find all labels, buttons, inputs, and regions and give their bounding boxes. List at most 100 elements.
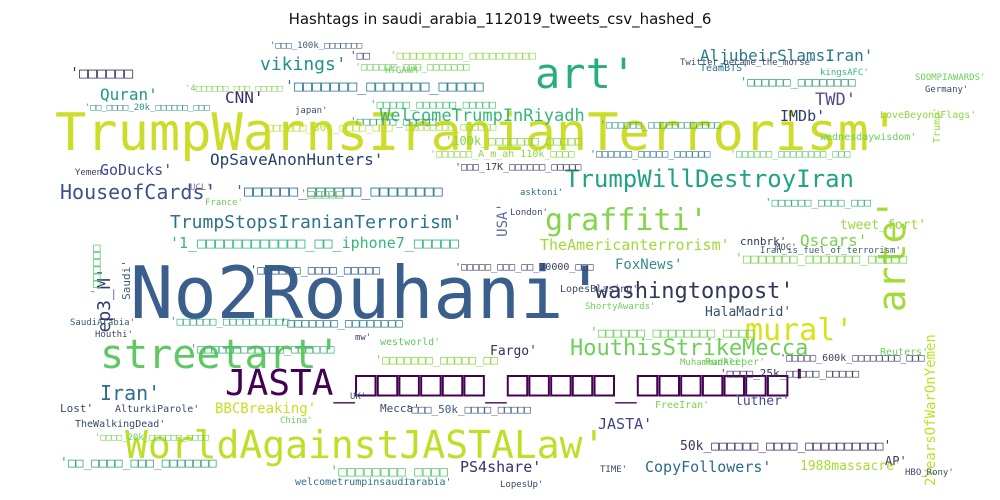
- cloud-word: China': [280, 416, 313, 426]
- cloud-word: '□□_□□□□_20k_□□□□□□_□□□: [85, 103, 210, 113]
- cloud-word: Twitter_became_the_morse': [680, 58, 815, 68]
- cloud-word: '□□□□□: [300, 187, 343, 201]
- cloud-word: '□□□□□□_□□□□□□□□: [740, 75, 856, 89]
- cloud-word: LopesUp': [500, 480, 543, 490]
- cloud-word: TWD': [815, 90, 856, 110]
- cloud-word: LoveBeyondFlags': [880, 110, 976, 121]
- cloud-word: '□□_□□□□_□□□_□□□□□□□: [60, 456, 217, 471]
- cloud-word: LopesBlasing': [560, 284, 638, 295]
- cloud-word: '□□□□□□_□□□□□_□□□□□□: [590, 149, 710, 160]
- cloud-word: '□□□_50k_□□□□_□□□□□: [405, 403, 531, 416]
- cloud-word: TrumpStopsIranianTerrorism': [170, 212, 463, 233]
- cloud-word: '□□□□□□: [89, 245, 103, 296]
- cloud-word: '□□□□□□_□□□□□□□□_□□□□: [590, 326, 755, 341]
- cloud-word: ep3_M': [94, 267, 115, 332]
- cloud-word: '□□□□_20k_□□□□□□_□□□□: [95, 433, 209, 443]
- cloud-word: Saudi': [120, 260, 133, 300]
- cloud-word: SOOMPIAWARDS': [915, 73, 985, 83]
- cloud-word: '□□□□□_600k_□□□□□□□□_□□□: [780, 353, 925, 364]
- cloud-word: Mecca': [380, 402, 420, 415]
- cloud-word: '□□□□□□□□_□□□□□□: [400, 122, 496, 133]
- cloud-word: vikings': [260, 54, 347, 75]
- cloud-word: '□□□□_25k_□□□□□_□□□□□: [720, 367, 859, 380]
- cloud-word: Quran': [100, 85, 158, 104]
- cloud-word: '□□□□□□□_□□□□□□□_□□□□□: [735, 252, 907, 267]
- cloud-word: HouthisStrikeMecca: [570, 336, 808, 361]
- cloud-word: '□□□□□_□□□□□□_□□□□□: [370, 98, 496, 111]
- cloud-word: GoDucks': [100, 161, 172, 179]
- cloud-word: AlturkiParole': [115, 404, 199, 415]
- cloud-word: Yemen': [75, 168, 108, 178]
- cloud-word: Houthi': [95, 330, 133, 340]
- cloud-word: '□□□□□_□□□_□□_30000_□□□: [455, 262, 593, 273]
- cloud-word: BBCBreaking': [215, 401, 316, 417]
- cloud-word: '□□□□□□_30k_□□□□_□□□: [260, 121, 393, 134]
- cloud-word: '□□□□□□_□□□□□: [350, 115, 436, 128]
- cloud-word: JASTA': [598, 415, 652, 433]
- cloud-word: '□□□□□□□_□□□□□_□□: [375, 353, 498, 367]
- cloud-word: TheAmericanterrorism': [540, 236, 730, 254]
- cloud-word: kingsAFC': [820, 68, 869, 78]
- cloud-word: TeamBTS': [700, 63, 748, 74]
- cloud-word: TrumpWarnsIranianTerrorism': [55, 103, 900, 163]
- chart-title: Hashtags in saudi_arabia_112019_tweets_c…: [288, 10, 712, 28]
- cloud-word: Reuters': [880, 347, 928, 358]
- cloud-word: AP': [885, 454, 907, 468]
- cloud-word: TrumpWillDestroyIran: [565, 165, 854, 193]
- cloud-word: wednesdaywisdom': [820, 132, 916, 143]
- cloud-word: Oscars': [800, 231, 867, 250]
- cloud-word: AljubeirSlamsIran': [700, 46, 873, 65]
- cloud-word: UCL': [190, 183, 212, 193]
- cloud-word: streetart': [100, 332, 341, 378]
- cloud-word: arte': [870, 198, 914, 312]
- cloud-word: mural': [745, 313, 853, 348]
- cloud-word: '□□□□□□_□□□□□□_□□□□□□□□: [235, 182, 443, 200]
- cloud-word: asktoni': [520, 188, 563, 198]
- cloud-word: art': [535, 49, 636, 98]
- cloud-word: cnnbrk': [740, 235, 786, 248]
- cloud-word: '□□□_100k_□□□□□□□: [270, 41, 363, 51]
- cloud-word: MOC': [775, 243, 797, 253]
- cloud-word: HBO_Rony': [905, 468, 954, 478]
- cloud-word: '1_□□□□□□□□□□□□_□□_iphone7_□□□□□: [170, 234, 459, 252]
- cloud-word: PS4share': [460, 458, 541, 476]
- cloud-word: ShortyAwards': [585, 302, 655, 312]
- cloud-word: '□□□□□□_□□□□_□□□: [765, 196, 871, 209]
- cloud-word: '□□□□□□_A_m_ah 110k_□□□□: [430, 149, 575, 160]
- cloud-word: UK': [350, 392, 366, 402]
- cloud-word: WelcomeTrumpInRiyadh: [380, 106, 585, 126]
- cloud-word: 1988massacre': [800, 459, 902, 474]
- cloud-word: 2YearsOfWarOnYemen: [923, 334, 939, 486]
- cloud-word: tweet_fort': [840, 218, 926, 233]
- cloud-word: '100k_□□□□□□□_□□□□□: [445, 134, 582, 148]
- cloud-word: '4□□□□□□_□□□_□□□□□: [185, 84, 283, 94]
- cloud-word: OpSaveAnonHunters': [210, 150, 383, 169]
- cloud-word: HalaMadrid': [705, 305, 791, 320]
- cloud-word: CNN': [225, 88, 264, 107]
- cloud-word: MuhammadAli': [680, 358, 745, 368]
- cloud-word: No2Rouhani': [130, 251, 607, 335]
- cloud-word: '□□: [350, 49, 370, 62]
- cloud-word: FoxNews': [615, 257, 682, 273]
- cloud-word: CopyFollowers': [645, 458, 771, 476]
- cloud-word: welcometrumpinsaudiarabia': [295, 477, 452, 488]
- cloud-word: '□□□□□□_□□□_□□□□□□□: [355, 62, 469, 73]
- cloud-word: Fargo': [490, 344, 537, 359]
- cloud-word: USA': [495, 203, 511, 237]
- cloud-word: France': [205, 198, 243, 208]
- cloud-word: '□□□□□□□_□□□□□□□□: [280, 316, 403, 330]
- cloud-word: '□□□□□□_□□□□□□□□□□: [170, 315, 290, 328]
- cloud-word: '□□□□□□: [70, 64, 133, 82]
- cloud-word: '□□□□□□_□□□□_□□□□□: [250, 263, 380, 277]
- cloud-word: Trump': [932, 107, 943, 143]
- cloud-word: japan': [295, 106, 328, 116]
- cloud-word: HouseofCards': [60, 180, 217, 204]
- cloud-word: Iran': [100, 381, 160, 405]
- cloud-word: SaudiArabia': [70, 318, 135, 328]
- cloud-word: IMDb': [780, 107, 825, 125]
- cloud-word: westworld': [380, 337, 440, 348]
- cloud-word: '□□□□□□□□_□□□□: [330, 464, 449, 480]
- cloud-word: TheWalkingDead': [75, 419, 165, 430]
- cloud-word: washingtonpost': [595, 279, 794, 304]
